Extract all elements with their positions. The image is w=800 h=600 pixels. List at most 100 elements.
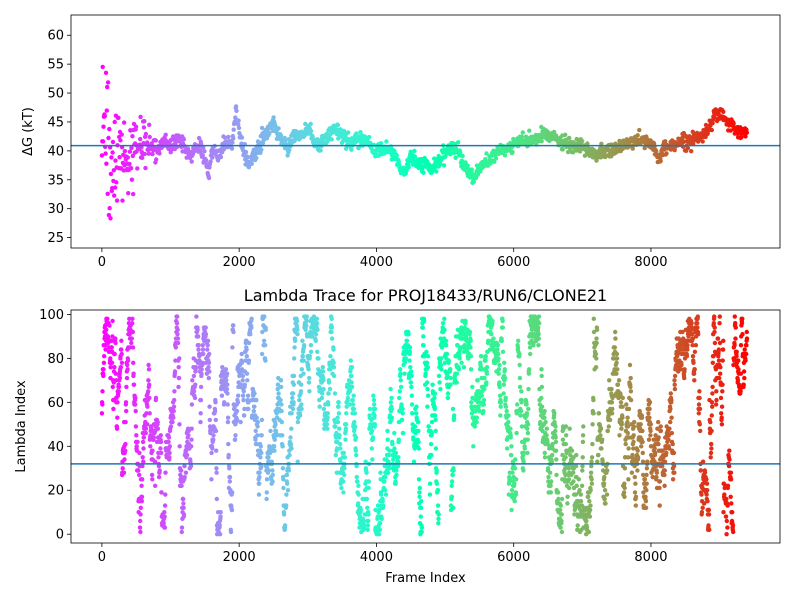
lambda-point [692,349,698,354]
lambda-point [225,415,231,420]
lambda-point [290,395,295,401]
delta-g-point [259,125,265,131]
lambda-point [192,395,198,401]
delta-g-point [630,146,635,151]
lambda-point [631,446,636,451]
delta-g-point [147,134,152,140]
lambda-point [105,316,110,321]
lambda-point [503,404,509,409]
lambda-point [157,468,162,473]
lambda-point [514,477,519,482]
lambda-point [224,378,229,383]
lambda-point [139,499,144,504]
lambda-point [134,444,139,449]
axes-frame [70,14,781,249]
delta-g-point [208,159,213,164]
chart-title: Lambda Trace for PROJ18433/RUN6/CLONE21 [244,286,607,305]
lambda-point [133,424,139,429]
lambda-point [379,516,384,521]
lambda-point [416,477,422,482]
lambda-point [367,406,373,412]
lambda-point [123,448,128,453]
lambda-point [603,501,608,506]
lambda-point [604,492,610,497]
lambda-point [199,367,204,372]
lambda-point [295,327,300,332]
lambda-point [672,470,677,475]
lambda-point [704,477,709,482]
lambda-point [149,472,155,478]
lambda-point [734,349,739,354]
lambda-point [218,510,223,515]
lambda-point [439,367,444,372]
lambda-point [438,386,443,392]
lambda-point [304,314,309,319]
lambda-point [294,318,300,324]
lambda-point [349,384,355,390]
lambda-point [744,336,750,341]
lambda-point [333,452,338,458]
lambda-point [426,424,431,429]
delta-g-point [709,127,714,133]
lambda-point [648,433,653,438]
delta-g-point [229,146,235,151]
lambda-point [548,483,553,488]
lambda-point [291,400,296,405]
lambda-point [129,336,134,341]
lambda-point [313,332,319,337]
lambda-point [284,503,289,508]
lambda-point [429,452,434,458]
delta-g-point [105,191,110,196]
lambda-point [517,362,522,368]
lambda-point [153,483,158,488]
lambda-point [179,483,184,488]
lambda-point [553,448,559,453]
lambda-point [337,426,342,431]
delta-g-point [460,153,465,159]
lambda-point [354,463,359,469]
lambda-point [724,532,729,537]
lambda-point [416,428,421,434]
x-tick-label: 6000 [497,255,530,270]
lambda-point [578,492,583,497]
lambda-point [468,338,473,343]
lambda-point [124,384,129,390]
lambda-point [272,437,277,442]
lambda-point [119,338,124,343]
lambda-point [550,441,555,447]
lambda-point [213,400,218,405]
lambda-point [369,428,375,434]
lambda-point [506,413,511,418]
lambda-point [387,466,392,471]
lambda-point [198,411,203,416]
delta-g-point [222,135,228,140]
lambda-point [697,406,703,412]
lambda-point [131,360,136,365]
lambda-point [433,446,439,451]
lambda-point [553,439,559,445]
delta-g-point [658,158,663,164]
lambda-point [200,343,205,348]
lambda-point [201,351,206,357]
delta-g-point [672,148,677,153]
delta-g-point [110,139,116,145]
lambda-point [521,459,526,464]
delta-g-point [104,108,110,113]
lambda-point [537,321,542,326]
delta-g-point [111,168,117,173]
lambda-point [590,441,595,447]
lambda-point [338,446,343,451]
delta-g-point [105,80,111,85]
lambda-point [266,455,271,460]
lambda-point [354,452,359,458]
delta-g-point [329,137,334,142]
lambda-point [425,354,431,359]
x-tick-label: 0 [98,255,106,270]
lambda-point [395,463,401,469]
lambda-point [225,402,230,407]
lambda-point [631,433,636,438]
lambda-point [143,430,148,436]
delta-g-point [438,161,443,167]
delta-g-point [239,135,245,140]
lambda-point [566,466,571,471]
